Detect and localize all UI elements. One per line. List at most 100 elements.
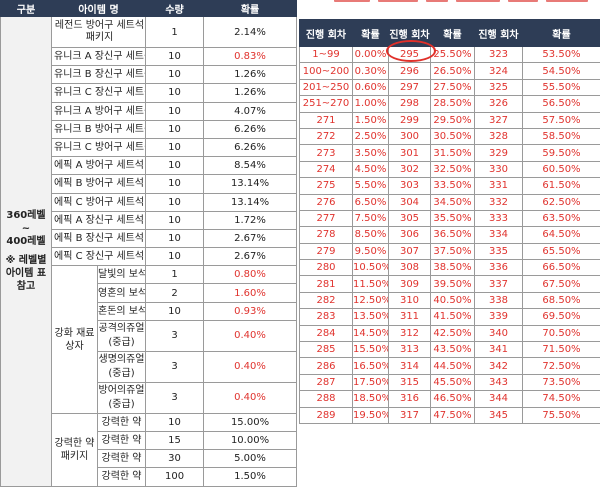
round-cell: 311: [389, 309, 431, 325]
round-cell: 274: [300, 161, 353, 177]
round-cell: 316: [389, 391, 431, 407]
probability-cell: 53.50%: [523, 47, 600, 63]
item-probability-cell: 0.40%: [204, 351, 297, 382]
item-quantity-cell: 30: [146, 450, 204, 468]
probability-cell: 6.50%: [353, 194, 389, 210]
round-cell: 315: [389, 374, 431, 390]
item-quantity-cell: 10: [146, 229, 204, 247]
probability-cell: 10.50%: [353, 260, 389, 276]
round-cell: 1~99: [300, 47, 353, 63]
item-name-cell: 레전드 방어구 세트석 패키지: [52, 17, 146, 48]
probability-cell: 27.50%: [431, 79, 475, 95]
round-cell: 296: [389, 63, 431, 79]
item-probability-cell: 0.40%: [204, 320, 297, 351]
header-category: 구분: [1, 1, 52, 17]
item-name-cell: 영혼의 보석: [98, 284, 146, 302]
round-cell: 251~270: [300, 96, 353, 112]
item-probability-cell: 0.93%: [204, 302, 297, 320]
probability-cell: 67.50%: [523, 276, 600, 292]
probability-cell: 3.50%: [353, 145, 389, 161]
round-cell: 306: [389, 227, 431, 243]
item-name-cell: 달빛의 보석: [98, 266, 146, 284]
round-cell: 272: [300, 128, 353, 144]
item-probability-cell: 1.50%: [204, 468, 297, 486]
probability-cell: 0.30%: [353, 63, 389, 79]
round-cell: 317: [389, 407, 431, 423]
item-quantity-cell: 2: [146, 284, 204, 302]
probability-cell: 40.50%: [431, 292, 475, 308]
item-name-cell: 강력한 약: [98, 413, 146, 431]
item-name-cell: 공격의쥬얼 (중급): [98, 320, 146, 351]
item-probability-cell: 5.00%: [204, 450, 297, 468]
item-quantity-cell: 10: [146, 211, 204, 229]
probability-cell: 69.50%: [523, 309, 600, 325]
item-quantity-cell: 3: [146, 351, 204, 382]
round-cell: 287: [300, 374, 353, 390]
probability-cell: 4.50%: [353, 161, 389, 177]
round-cell: 323: [475, 47, 523, 63]
probability-cell: 18.50%: [353, 391, 389, 407]
round-cell: 275: [300, 178, 353, 194]
probability-cell: 75.50%: [523, 407, 600, 423]
probability-cell: 41.50%: [431, 309, 475, 325]
item-probability-cell: 1.72%: [204, 211, 297, 229]
round-cell: 330: [475, 161, 523, 177]
round-cell: 100~200: [300, 63, 353, 79]
round-cell: 328: [475, 128, 523, 144]
round-cell: 337: [475, 276, 523, 292]
round-cell: 314: [389, 358, 431, 374]
item-probability-cell: 6.26%: [204, 120, 297, 138]
highlight-circle: [386, 40, 436, 62]
level-note: ※ 레벨별 아이템 표 참고: [1, 254, 51, 293]
probability-cell: 62.50%: [523, 194, 600, 210]
round-cell: 307: [389, 243, 431, 259]
round-cell: 333: [475, 210, 523, 226]
item-quantity-cell: 10: [146, 193, 204, 211]
round-cell: 326: [475, 96, 523, 112]
probability-cell: 29.50%: [431, 112, 475, 128]
probability-cell: 54.50%: [523, 63, 600, 79]
probability-cell: 33.50%: [431, 178, 475, 194]
round-cell: 308: [389, 260, 431, 276]
round-cell: 340: [475, 325, 523, 341]
round-cell: 334: [475, 227, 523, 243]
round-cell: 331: [475, 178, 523, 194]
round-cell: 338: [475, 292, 523, 308]
item-quantity-cell: 10: [146, 120, 204, 138]
probability-cell: 44.50%: [431, 358, 475, 374]
item-name-cell: 강력한 약: [98, 468, 146, 486]
item-name-cell: 생명의쥬얼 (중급): [98, 351, 146, 382]
item-quantity-cell: 10: [146, 175, 204, 193]
item-quantity-cell: 10: [146, 138, 204, 156]
round-cell: 324: [475, 63, 523, 79]
header-probability: 확률: [523, 20, 600, 47]
round-cell: 335: [475, 243, 523, 259]
round-cell: 284: [300, 325, 353, 341]
probability-cell: 0.60%: [353, 79, 389, 95]
item-probability-cell: 1.26%: [204, 84, 297, 102]
item-probability-cell: 0.80%: [204, 266, 297, 284]
round-cell: 286: [300, 358, 353, 374]
item-name-cell: 강력한 약: [98, 432, 146, 450]
round-cell: 305: [389, 210, 431, 226]
probability-cell: 9.50%: [353, 243, 389, 259]
round-cell: 304: [389, 194, 431, 210]
item-probability-cell: 0.40%: [204, 382, 297, 413]
probability-cell: 72.50%: [523, 358, 600, 374]
probability-cell: 1.50%: [353, 112, 389, 128]
round-cell: 285: [300, 342, 353, 358]
probability-cell: 64.50%: [523, 227, 600, 243]
round-cell: 343: [475, 374, 523, 390]
probability-cell: 35.50%: [431, 210, 475, 226]
probability-cell: 1.00%: [353, 96, 389, 112]
probability-cell: 71.50%: [523, 342, 600, 358]
item-probability-cell: 4.07%: [204, 102, 297, 120]
item-probability-cell: 15.00%: [204, 413, 297, 431]
